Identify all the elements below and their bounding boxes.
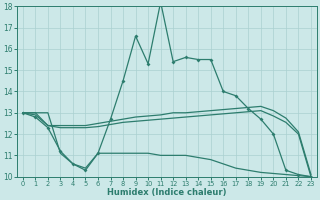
X-axis label: Humidex (Indice chaleur): Humidex (Indice chaleur) bbox=[107, 188, 227, 197]
